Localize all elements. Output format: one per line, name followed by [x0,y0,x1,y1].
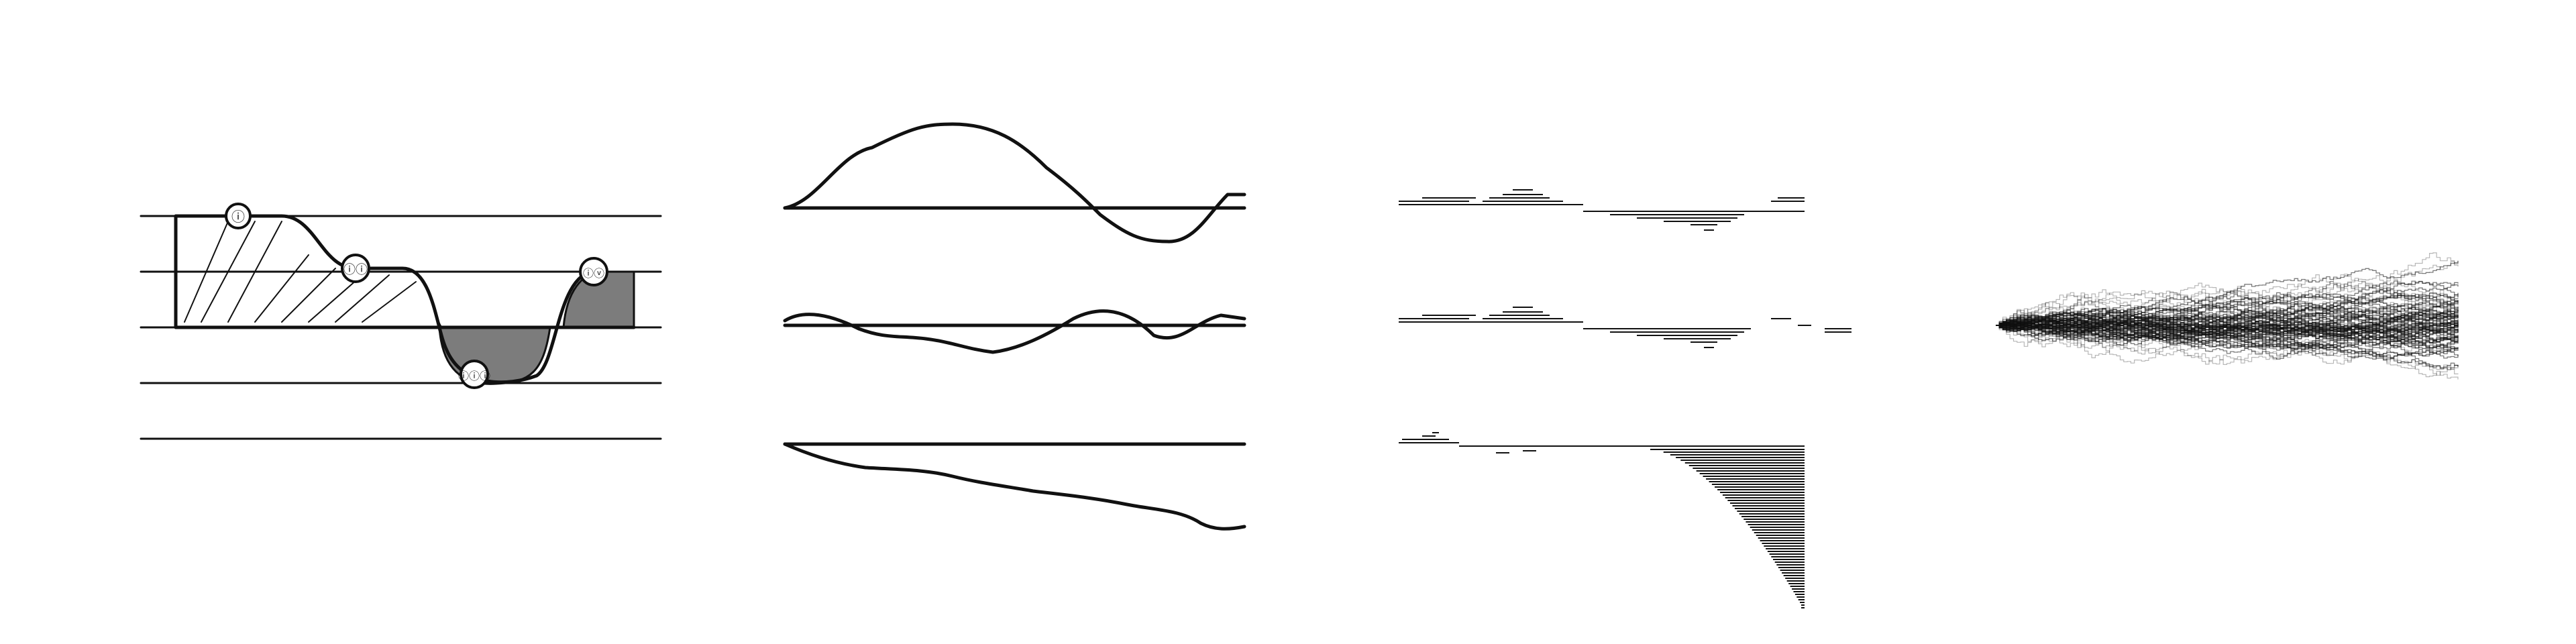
random-walk-path [1996,289,2459,331]
random-walk-path [1996,321,2459,380]
random-walk-path [1996,317,2459,344]
panel-hand-sketch: ⓘ ⓘⓘ ⓘⓘⓘ ⓘⓥ [140,203,662,440]
random-walk-path [1996,281,2459,329]
marker-i-label: ⓘ [231,209,245,225]
marker-iii: ⓘⓘⓘ [458,360,490,389]
curve-3 [783,442,1246,531]
random-walk-path [1996,278,2459,339]
random-walk-path [1996,292,2459,326]
marker-iv: ⓘⓥ [579,257,608,286]
random-walk-path [1996,282,2459,333]
panel-bar-histograms [1399,189,1851,608]
random-walk-path [1996,299,2459,329]
random-walk-path [1996,260,2459,327]
random-walk-path [1996,310,2459,347]
panel-smooth-curves [783,122,1246,531]
curve-2 [783,309,1246,354]
random-walk-path [1996,305,2459,364]
random-walk-path [1996,320,2459,365]
random-walk-path [1996,307,2459,344]
random-walk-path [1996,325,2459,370]
random-walk-path [1996,291,2459,327]
random-walk-path [1996,297,2459,332]
random-walk-path [1996,297,2459,331]
curve-1 [783,122,1246,244]
marker-i: ⓘ [225,203,252,229]
random-walk-path [1996,323,2459,360]
random-walk-path [1996,252,2459,326]
random-walk-path [1996,301,2459,329]
marker-ii: ⓘⓘ [341,254,370,283]
random-walk-path [1996,322,2459,354]
random-walk-path [1996,325,2459,359]
marker-ii-label: ⓘⓘ [343,263,368,276]
random-walk-path [1996,313,2459,345]
sketch-curve [174,214,606,384]
random-walk-path [1996,281,2459,329]
panel-random-walks [1996,252,2459,380]
marker-iii-label: ⓘⓘⓘ [458,370,490,382]
random-walk-path [1996,282,2459,326]
random-walk-path [1996,320,2459,376]
random-walk-path [1996,289,2459,330]
marker-iv-label: ⓘⓥ [583,268,604,280]
random-walk-path [1996,315,2459,336]
